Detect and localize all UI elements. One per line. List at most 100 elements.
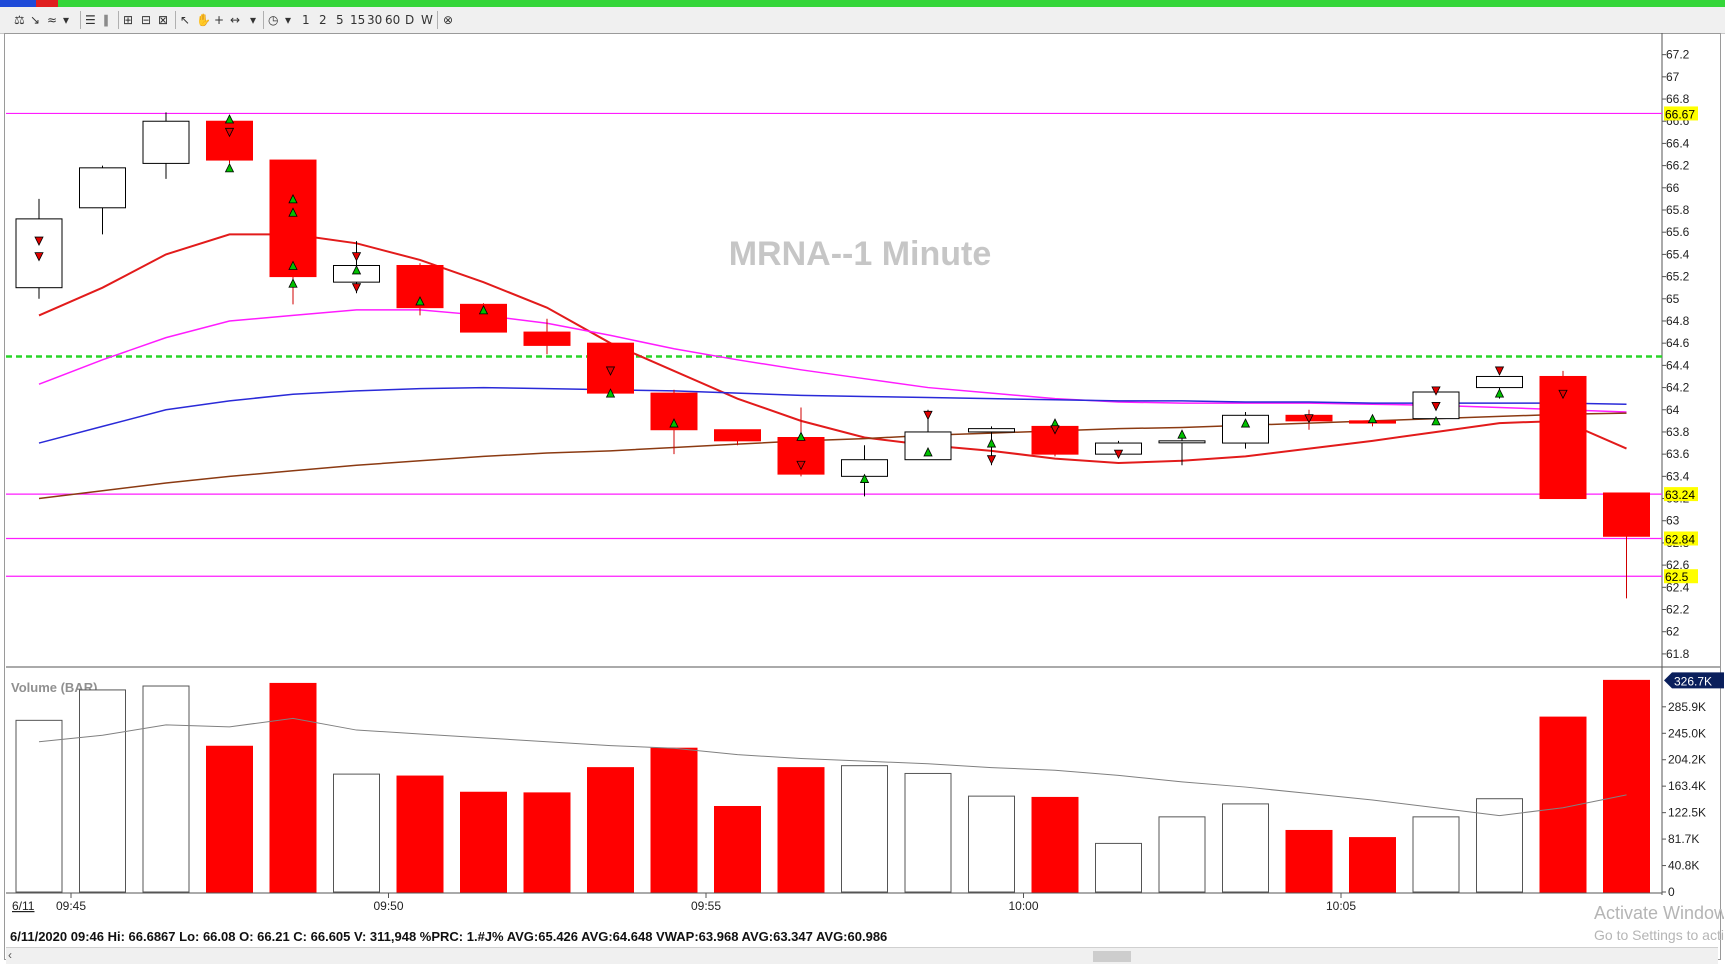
layout-rows-icon[interactable]: ☰ — [85, 13, 96, 27]
sell-signal-marker — [923, 410, 933, 421]
chevron-down-icon[interactable]: ▾ — [63, 13, 70, 27]
timeframe-daily[interactable]: D — [405, 13, 415, 27]
status-bar: 6/11/2020 09:46 Hi: 66.6867 Lo: 66.08 O:… — [10, 929, 888, 944]
buy-signal-marker — [669, 418, 679, 428]
timeframe-30[interactable]: 30 — [367, 13, 383, 27]
close-chart-icon[interactable]: ⊗ — [443, 13, 454, 27]
timeframe-1[interactable]: 1 — [302, 13, 310, 27]
timeframe-5[interactable]: 5 — [336, 13, 344, 27]
buy-signal-marker — [859, 473, 870, 483]
volume-bar — [650, 747, 698, 893]
x-tick-label: 10:00 — [1008, 899, 1038, 913]
y-tick-label: 64.2 — [1666, 381, 1690, 395]
chevron-down-icon[interactable]: ▾ — [285, 13, 292, 27]
zoom-in-icon[interactable]: ⊞ — [123, 13, 134, 27]
moving-average-line — [38, 309, 1627, 413]
y-tick-label: 67 — [1666, 70, 1680, 84]
scroll-thumb[interactable] — [1093, 951, 1131, 962]
volume-bar — [396, 775, 444, 893]
y-tick-label: 63.8 — [1666, 425, 1690, 439]
buy-signal-marker — [1367, 413, 1378, 424]
sell-signal-marker — [986, 455, 997, 465]
y-tick-label: 65.8 — [1666, 203, 1690, 217]
scroll-left-icon[interactable]: ‹ — [8, 948, 12, 962]
timeframe-2[interactable]: 2 — [319, 13, 327, 27]
level-label: 63.24 — [1665, 488, 1695, 502]
buy-signal-marker — [1240, 418, 1251, 428]
candle-body — [968, 428, 1015, 433]
zoom-out-icon[interactable]: ⊟ — [141, 13, 152, 27]
volume-y-tick-label: 81.7K — [1668, 832, 1699, 846]
candle-body — [269, 159, 317, 278]
volume-bar — [1222, 803, 1269, 893]
sell-signal-marker — [796, 460, 806, 471]
volume-bar — [206, 745, 253, 893]
measure-icon[interactable]: ↔ — [230, 13, 241, 27]
y-tick-label: 62.4 — [1666, 580, 1690, 594]
sell-signal-marker — [1113, 449, 1124, 460]
sell-signal-marker — [1304, 414, 1314, 424]
zoom-fit-icon[interactable]: ⊠ — [158, 13, 169, 27]
buy-signal-marker — [1177, 429, 1187, 439]
timeframe-15[interactable]: 15 — [350, 13, 366, 27]
timeframe-60[interactable]: 60 — [385, 13, 401, 27]
title-strip — [0, 0, 1725, 7]
volume-bar — [1349, 837, 1396, 893]
draw-line-icon[interactable]: ↘ — [30, 13, 41, 27]
last-volume-label-bg — [1664, 672, 1724, 689]
y-tick-label: 65 — [1666, 292, 1680, 306]
buy-signal-marker — [986, 438, 997, 448]
y-tick-label: 67.2 — [1666, 48, 1690, 62]
y-tick-label: 64.8 — [1666, 314, 1690, 328]
moving-average-line — [38, 412, 1627, 500]
volume-bar — [777, 767, 825, 893]
volume-bar — [79, 689, 126, 893]
buy-signal-marker — [923, 447, 933, 457]
level-label-bg — [1664, 531, 1698, 546]
volume-bar — [968, 795, 1015, 893]
sell-signal-marker — [1431, 386, 1441, 396]
chevron-down-icon[interactable]: ▾ — [250, 13, 257, 27]
y-tick-label: 65.4 — [1666, 247, 1690, 261]
hand-icon[interactable]: ✋ — [196, 13, 211, 27]
x-tick-label: 09:50 — [373, 899, 403, 913]
buy-signal-marker — [288, 207, 298, 217]
y-tick-label: 64.4 — [1666, 358, 1690, 372]
sell-signal-marker — [224, 127, 235, 138]
level-label-bg — [1664, 569, 1698, 584]
volume-y-tick-label: 204.2K — [1668, 753, 1706, 767]
chart-type-icon[interactable]: ⚖ — [14, 13, 25, 27]
pointer-icon[interactable]: ↖ — [180, 13, 191, 27]
candle-body — [79, 167, 126, 209]
moving-average-line — [38, 386, 1627, 444]
volume-y-tick-label: 0 — [1668, 885, 1675, 899]
volume-bar — [714, 805, 761, 893]
crosshair-icon[interactable]: + — [214, 13, 225, 27]
buy-signal-marker — [478, 304, 489, 315]
candle-body — [1158, 440, 1206, 444]
buy-signal-marker — [288, 260, 298, 270]
sell-signal-marker — [351, 283, 362, 293]
volume-bar — [587, 767, 634, 893]
sell-signal-marker — [1431, 402, 1441, 412]
volume-bar — [1476, 798, 1523, 893]
overlay-icon[interactable]: ≈ — [47, 13, 58, 27]
volume-bar — [1031, 796, 1079, 893]
x-tick-label: 10:05 — [1326, 899, 1356, 913]
volume-y-tick-label: 163.4K — [1668, 779, 1706, 793]
buy-signal-marker — [1494, 388, 1505, 398]
sell-signal-marker — [351, 252, 362, 262]
layout-columns-icon[interactable]: ∥ — [103, 13, 109, 27]
volume-bar — [1285, 829, 1333, 893]
y-tick-label: 65.2 — [1666, 270, 1690, 284]
timeframe-weekly[interactable]: W — [421, 13, 433, 27]
buy-signal-marker — [796, 431, 806, 441]
y-tick-label: 65.6 — [1666, 225, 1690, 239]
volume-bar — [460, 791, 507, 893]
activate-windows-watermark: Activate Windows — [1594, 903, 1724, 923]
horizontal-scrollbar[interactable]: ‹ — [6, 947, 1718, 964]
buy-signal-marker — [605, 388, 616, 398]
y-tick-label: 66.8 — [1666, 92, 1690, 106]
clock-icon[interactable]: ◷ — [268, 13, 279, 27]
